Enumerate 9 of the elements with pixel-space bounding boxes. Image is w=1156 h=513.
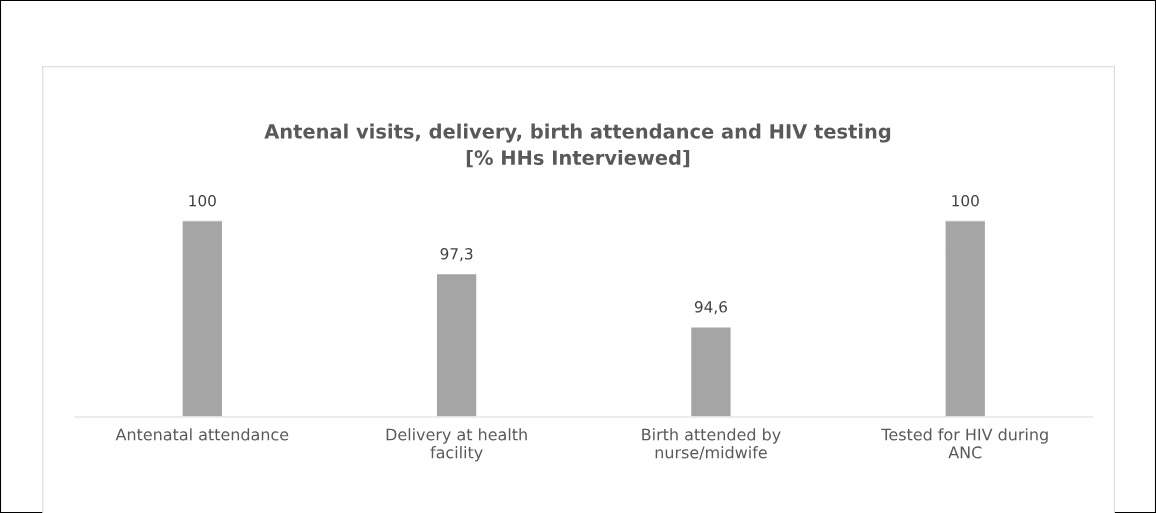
x-tick-label: Antenatal attendance (115, 428, 289, 441)
chart-title: Antenal visits, delivery, birth attendance and HIV testing [% HHs Interviewed] (264, 123, 891, 168)
data-label: 97,3 (440, 248, 473, 262)
x-tick-label: Delivery at health facility (386, 428, 527, 462)
x-tick-label: Birth attended by nurse/midwife (642, 428, 781, 460)
x-tick-label: Tested for HIV during ANC (881, 428, 1048, 459)
data-label: 100 (189, 194, 216, 207)
data-label: 94,6 (694, 301, 727, 315)
data-label: 100 (952, 194, 979, 207)
